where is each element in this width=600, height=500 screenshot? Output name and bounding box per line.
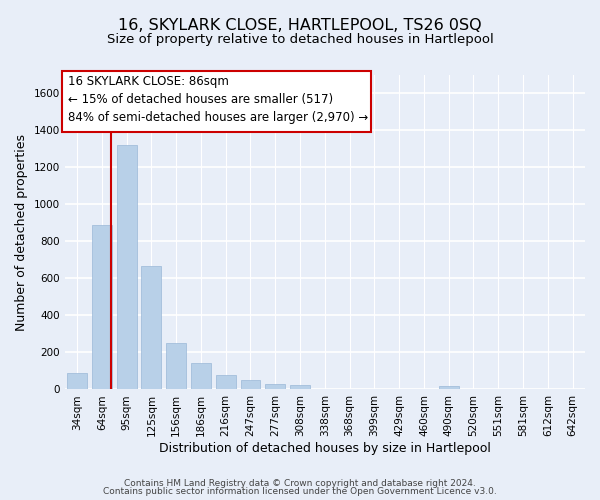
Bar <box>290 386 310 390</box>
Text: Contains HM Land Registry data © Crown copyright and database right 2024.: Contains HM Land Registry data © Crown c… <box>124 478 476 488</box>
Bar <box>92 225 112 390</box>
Bar <box>117 146 137 390</box>
Bar <box>216 374 236 390</box>
Bar <box>265 384 285 390</box>
X-axis label: Distribution of detached houses by size in Hartlepool: Distribution of detached houses by size … <box>159 442 491 455</box>
Text: Contains public sector information licensed under the Open Government Licence v3: Contains public sector information licen… <box>103 487 497 496</box>
Text: Size of property relative to detached houses in Hartlepool: Size of property relative to detached ho… <box>107 32 493 46</box>
Y-axis label: Number of detached properties: Number of detached properties <box>15 134 28 330</box>
Bar <box>439 386 458 390</box>
Text: 16, SKYLARK CLOSE, HARTLEPOOL, TS26 0SQ: 16, SKYLARK CLOSE, HARTLEPOOL, TS26 0SQ <box>118 18 482 32</box>
Bar <box>315 388 335 390</box>
Bar <box>191 363 211 390</box>
Text: 16 SKYLARK CLOSE: 86sqm
← 15% of detached houses are smaller (517)
84% of semi-d: 16 SKYLARK CLOSE: 86sqm ← 15% of detache… <box>68 76 368 124</box>
Bar <box>340 388 359 390</box>
Bar <box>166 343 186 390</box>
Bar <box>241 380 260 390</box>
Bar <box>67 373 87 390</box>
Bar <box>142 266 161 390</box>
